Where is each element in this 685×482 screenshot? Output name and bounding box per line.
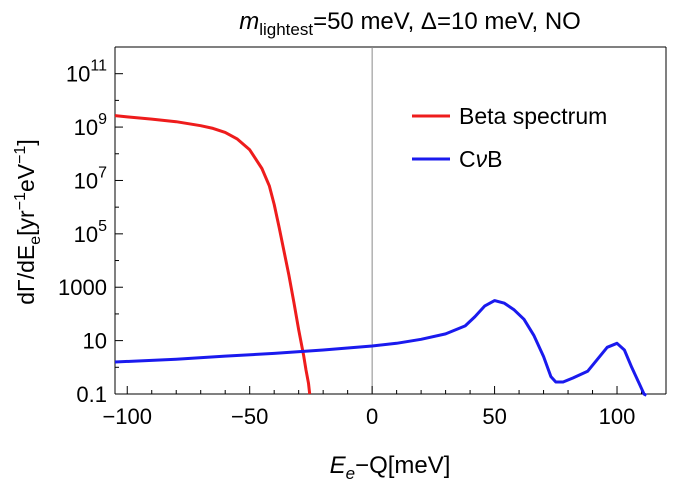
x-tick-label: 50 xyxy=(482,404,506,429)
title-rest: =50 meV, Δ=10 meV, NO xyxy=(313,8,581,35)
y-tick-label: 105 xyxy=(74,218,107,247)
xlabel-sub: e xyxy=(346,464,355,482)
x-tick-label: −100 xyxy=(102,404,152,429)
chart-title: mlightest=50 meV, Δ=10 meV, NO xyxy=(239,8,581,39)
y-tick-base: 0.1 xyxy=(76,382,107,407)
y-axis-label: dΓ/dEe[yr−1eV−1] xyxy=(12,139,44,304)
y-tick-base: 10 xyxy=(66,62,90,87)
series-line-beta-spectrum xyxy=(114,114,312,395)
y-tick-label: 107 xyxy=(74,164,107,193)
legend-cnb-b: B xyxy=(487,146,502,172)
legend-label-cnb: CνB xyxy=(459,146,502,172)
ylabel-part2: [yr xyxy=(13,210,39,236)
x-axis-label: Ee−Q[meV] xyxy=(330,452,451,482)
series-line-cnb xyxy=(114,299,648,397)
legend-cnb-nu: ν xyxy=(476,146,488,172)
title-m: m xyxy=(239,8,259,35)
x-ticks: −100 −50 0 50 100 xyxy=(102,386,667,429)
xlabel-rest: −Q[meV] xyxy=(355,452,450,479)
x-tick-label: −50 xyxy=(231,404,268,429)
y-tick-label: 0.1 xyxy=(76,382,107,407)
ylabel-sup2: −1 xyxy=(12,146,29,164)
y-tick-base: 10 xyxy=(83,329,107,354)
y-tick-label: 10 xyxy=(83,329,107,354)
ylabel-sub: e xyxy=(27,236,44,245)
y-tick-base: 10 xyxy=(74,168,98,193)
y-tick-label: 109 xyxy=(74,111,107,140)
y-tick-base: 1000 xyxy=(58,275,107,300)
y-tick-base: 10 xyxy=(74,115,98,140)
x-tick-label: 0 xyxy=(366,404,378,429)
legend: Beta spectrum CνB xyxy=(412,103,607,172)
ylabel-part1: dΓ/dE xyxy=(13,245,39,305)
x-tick-label: 100 xyxy=(599,404,636,429)
ylabel-sup1: −1 xyxy=(12,192,29,210)
y-tick-exponent: 5 xyxy=(98,218,107,235)
legend-label-beta: Beta spectrum xyxy=(459,103,607,129)
y-tick-label: 1000 xyxy=(58,275,107,300)
y-tick-exponent: 11 xyxy=(90,58,107,75)
y-tick-label: 1011 xyxy=(66,58,107,87)
title-sub: lightest xyxy=(259,20,313,39)
series-layer xyxy=(114,114,648,397)
ylabel-part4: ] xyxy=(13,139,39,145)
y-tick-exponent: 7 xyxy=(98,164,107,181)
y-tick-base: 10 xyxy=(74,222,98,247)
legend-cnb-c: C xyxy=(459,146,476,172)
y-tick-exponent: 9 xyxy=(98,111,107,128)
ylabel-part3: eV xyxy=(13,163,39,192)
xlabel-e: E xyxy=(330,452,347,479)
